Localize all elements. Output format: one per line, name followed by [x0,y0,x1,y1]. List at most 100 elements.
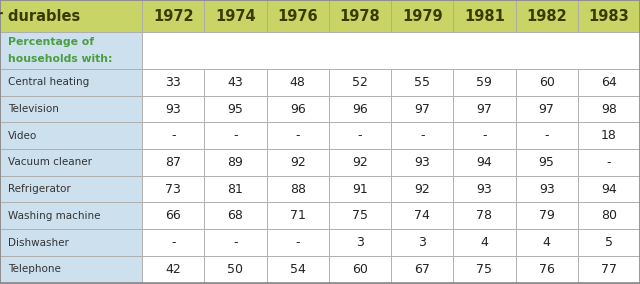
Text: -: - [358,129,362,142]
Bar [0,229,142,256]
Text: 91: 91 [352,183,368,196]
Bar [391,0,453,32]
Text: 55: 55 [414,76,430,89]
Bar [391,202,453,229]
Bar [453,256,516,283]
Text: 96: 96 [290,103,305,116]
Bar [0,256,142,283]
Text: -: - [171,129,175,142]
Text: Television: Television [8,104,58,114]
Text: 88: 88 [290,183,306,196]
Text: 18: 18 [601,129,617,142]
Text: 74: 74 [414,209,430,222]
Bar [142,0,204,32]
Text: 94: 94 [601,183,617,196]
Text: 3: 3 [356,236,364,249]
Text: 93: 93 [477,183,492,196]
Text: 79: 79 [539,209,555,222]
Bar [578,0,640,32]
Bar [267,149,329,176]
Bar [453,229,516,256]
Bar [391,229,453,256]
Bar [142,69,204,96]
Text: 1974: 1974 [215,9,256,24]
Bar [453,69,516,96]
Bar [0,149,142,176]
Text: Telephone: Telephone [8,264,61,274]
Bar [204,122,267,149]
Text: 75: 75 [352,209,368,222]
Bar [578,149,640,176]
Bar [578,96,640,122]
Bar [204,69,267,96]
Bar [142,96,204,122]
Bar [329,256,391,283]
Text: households with:: households with: [8,54,112,64]
Text: -: - [607,156,611,169]
Text: 71: 71 [290,209,306,222]
Text: 1981: 1981 [464,9,505,24]
Bar [391,256,453,283]
Bar [142,149,204,176]
Text: 60: 60 [539,76,555,89]
Text: 59: 59 [476,76,492,89]
Text: 1983: 1983 [589,9,629,24]
Bar [329,229,391,256]
Bar [516,176,578,202]
Text: 66: 66 [165,209,181,222]
Bar [267,96,329,122]
Bar [0,122,142,149]
Bar [0,176,142,202]
Text: 1972: 1972 [153,9,193,24]
Bar [0,202,142,229]
Text: 94: 94 [477,156,492,169]
Text: 68: 68 [227,209,243,222]
Text: -: - [420,129,424,142]
Bar [578,202,640,229]
Bar [578,229,640,256]
Text: Video: Video [8,131,37,141]
Bar [267,0,329,32]
Bar [267,176,329,202]
Bar [204,96,267,122]
Bar [142,202,204,229]
Text: -: - [296,129,300,142]
Bar [578,176,640,202]
Text: 75: 75 [476,263,492,276]
Text: 97: 97 [414,103,430,116]
Bar [0,32,142,69]
Bar [142,176,204,202]
Text: 95: 95 [539,156,555,169]
Text: 80: 80 [601,209,617,222]
Text: 5: 5 [605,236,613,249]
Text: 67: 67 [414,263,430,276]
Text: 4: 4 [481,236,488,249]
Text: 97: 97 [539,103,555,116]
Text: -: - [545,129,549,142]
Bar [329,0,391,32]
Text: 33: 33 [165,76,181,89]
Bar [453,122,516,149]
Text: 92: 92 [290,156,305,169]
Text: Washing machine: Washing machine [8,211,100,221]
Bar [267,202,329,229]
Bar [329,176,391,202]
Text: 93: 93 [165,103,181,116]
Bar [204,256,267,283]
Text: 87: 87 [165,156,181,169]
Text: 93: 93 [414,156,430,169]
Text: 1978: 1978 [340,9,380,24]
Text: 42: 42 [165,263,181,276]
Bar [0,0,142,32]
Bar [267,229,329,256]
Text: -: - [233,129,237,142]
Text: Central heating: Central heating [8,77,89,87]
Bar [516,149,578,176]
Bar [142,122,204,149]
Text: 89: 89 [227,156,243,169]
Text: 92: 92 [352,156,368,169]
Bar [516,202,578,229]
Bar [578,69,640,96]
Bar [391,69,453,96]
Bar [453,176,516,202]
